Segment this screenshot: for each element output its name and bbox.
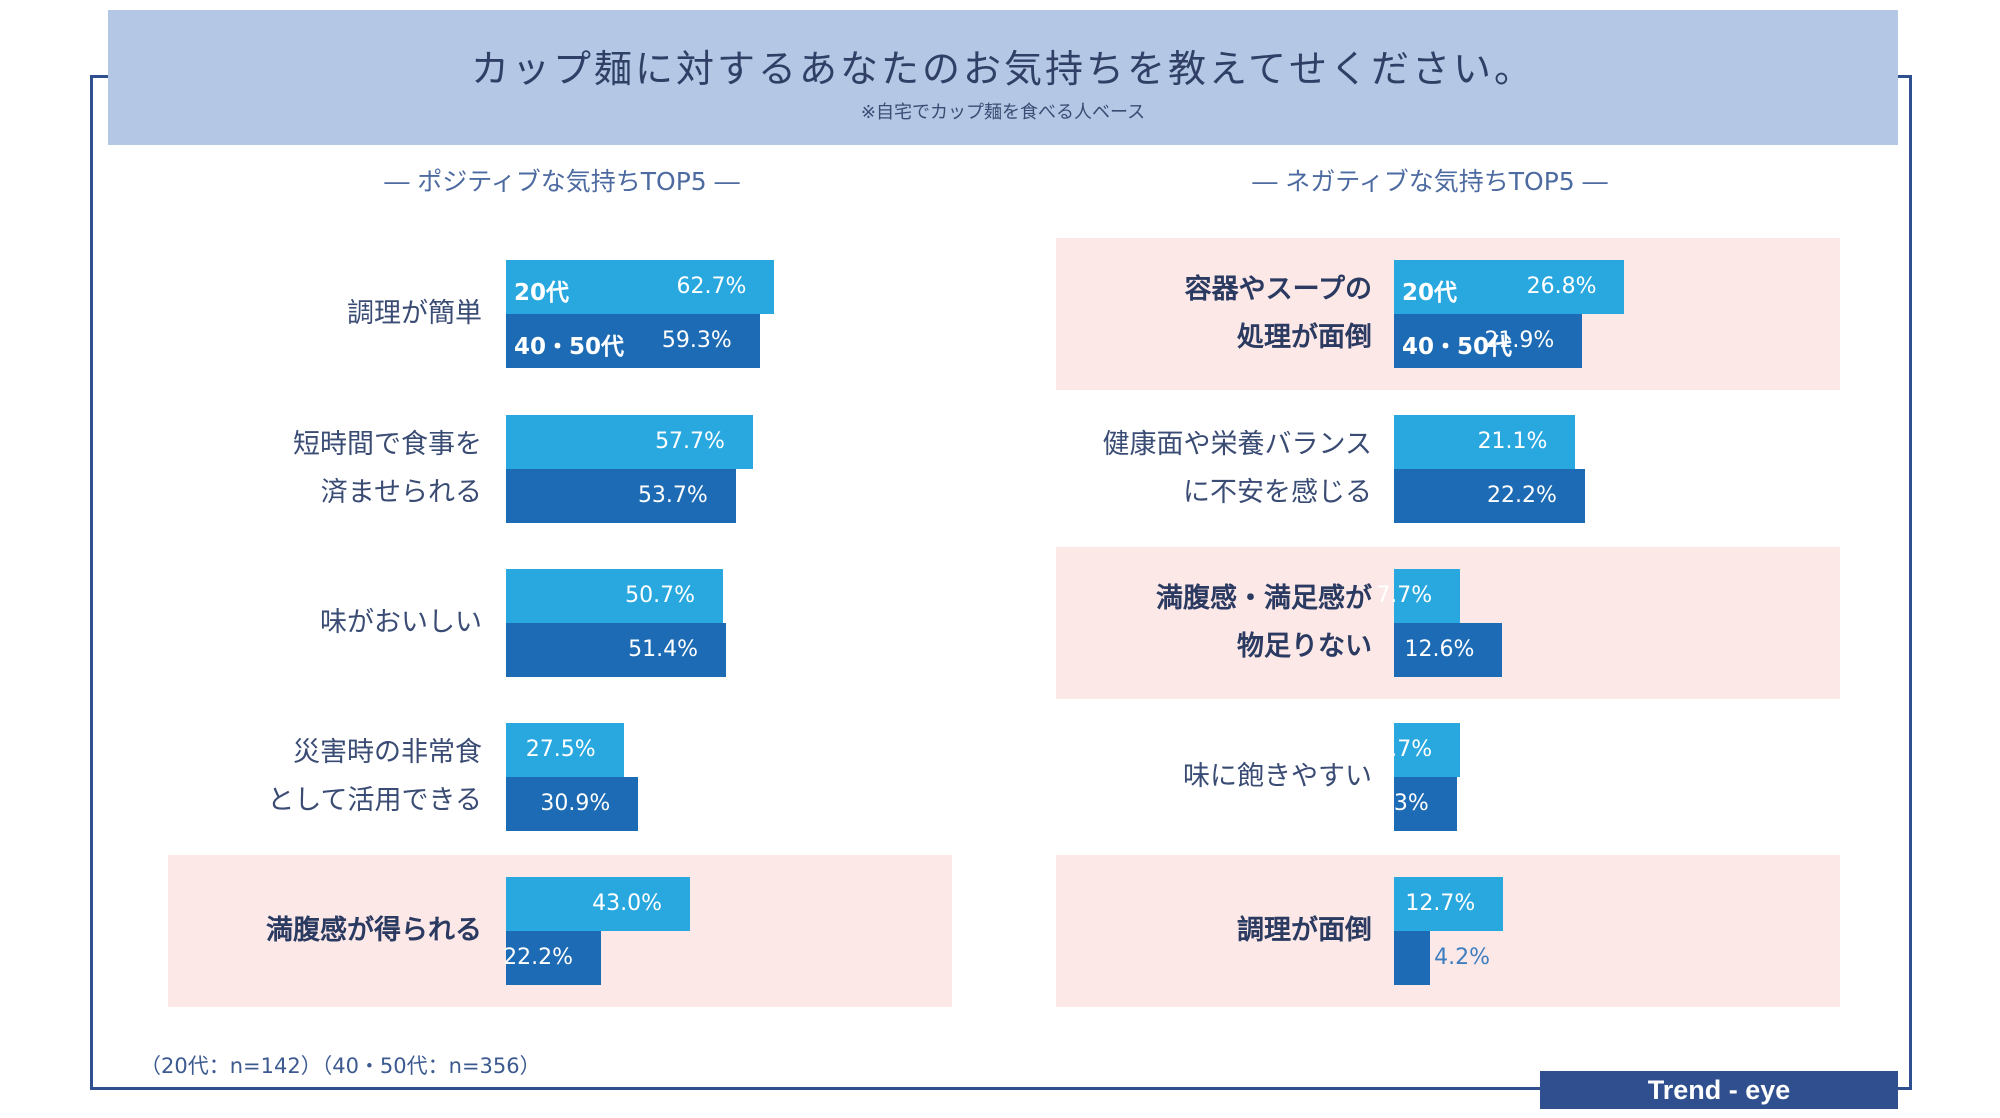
value-label: 43.0% — [592, 891, 663, 916]
page-title: カップ麺に対するあなたのお気持ちを教えてせください。 — [470, 47, 1536, 91]
bar-20s: 50.7% — [506, 569, 723, 623]
series-name-label: 20代 — [1402, 280, 1458, 306]
bar-40-50s: 7.3% — [1373, 777, 1457, 831]
bar-20s: 20代 26.8% — [1394, 260, 1625, 314]
bar-20s: 7.7% — [1376, 723, 1461, 777]
category-label: 調理が面倒 — [1237, 915, 1372, 946]
category-label: 味に飽きやすい — [1183, 761, 1372, 792]
bar-40-50s: 51.4% — [506, 623, 726, 677]
category-label: 健康面や栄養バランス に不安を感じる — [1102, 429, 1372, 508]
value-label: 22.2% — [1487, 483, 1557, 508]
value-label: 57.7% — [655, 429, 725, 454]
negative-chart-title: ― ネガティブな気持ちTOP5 ― — [1252, 167, 1608, 196]
bar-40-50s: 40・50代 59.3% — [506, 314, 760, 368]
bar-40-50s: 53.7% — [506, 469, 736, 523]
value-label: 50.7% — [625, 583, 695, 608]
bar-20s: 7.7% — [1376, 569, 1461, 623]
category-label: 短時間で食事を 済ませられる — [293, 429, 482, 508]
value-label: 7.3% — [1372, 791, 1429, 816]
value-label: 51.4% — [628, 637, 698, 662]
header-banner: カップ麺に対するあなたのお気持ちを教えてせください。 ※自宅でカップ麺を食べる人… — [108, 10, 1898, 145]
bar-40-50s: 22.2% — [503, 931, 602, 985]
value-label: 26.8% — [1526, 274, 1597, 299]
value-label: 62.7% — [676, 274, 747, 299]
value-label: 27.5% — [525, 737, 596, 762]
bar-20s: 20代 62.7% — [506, 260, 775, 314]
category-label: 満腹感が得られる — [266, 915, 482, 946]
bar-20s: 21.1% — [1394, 415, 1576, 469]
bar-20s: 57.7% — [506, 415, 753, 469]
bar-40-50s: 4.2% — [1394, 931, 1490, 985]
value-label: 4.2% — [1434, 945, 1491, 970]
value-label: 30.9% — [540, 791, 611, 816]
series-name-label: 40・50代 — [1402, 334, 1513, 360]
category-label: 災害時の非常食 として活用できる — [267, 737, 482, 816]
value-label: 12.6% — [1404, 637, 1475, 662]
bar-20s: 12.7% — [1394, 877, 1504, 931]
category-label: 満腹感・満足感が 物足りない — [1156, 583, 1372, 662]
bar-20s: 27.5% — [506, 723, 624, 777]
positive-chart-title: ― ポジティブな気持ちTOP5 ― — [384, 167, 740, 196]
value-label: 7.7% — [1376, 737, 1433, 762]
value-label: 53.7% — [637, 483, 708, 508]
category-label: 味がおいしい — [320, 607, 482, 638]
bar-40-50s: 12.6% — [1394, 623, 1503, 677]
bar-20s: 43.0% — [506, 877, 691, 931]
bar-40-50s: 30.9% — [506, 777, 639, 831]
value-label: 21.1% — [1477, 429, 1548, 454]
category-label: 調理が簡単 — [347, 298, 482, 329]
series-name-label: 20代 — [514, 280, 570, 306]
sample-size-footnote: （20代：n=142）（40・50代：n=356） — [140, 1054, 541, 1078]
bar-40-50s: 22.2% — [1394, 469, 1585, 523]
series-name-label: 40・50代 — [514, 334, 625, 360]
page-subtitle: ※自宅でカップ麺を食べる人ベース — [860, 102, 1146, 123]
brand-logo: Trend - eye — [1540, 1071, 1898, 1109]
value-label: 21.9% — [1484, 328, 1555, 353]
category-label: 容器やスープの 処理が面倒 — [1184, 274, 1372, 353]
value-label: 59.3% — [661, 328, 732, 353]
value-label: 7.7% — [1376, 583, 1433, 608]
value-label: 12.7% — [1405, 891, 1476, 916]
value-label: 22.2% — [503, 945, 574, 970]
bar-40-50s: 40・50代 21.9% — [1394, 314, 1583, 368]
